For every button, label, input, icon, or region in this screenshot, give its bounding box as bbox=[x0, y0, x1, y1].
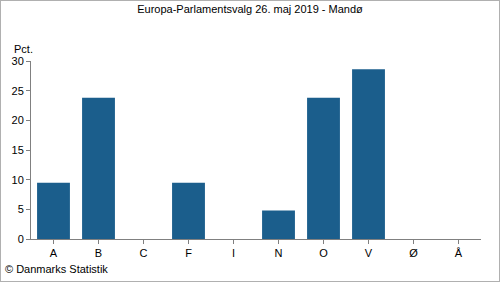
svg-text:0: 0 bbox=[18, 233, 24, 245]
svg-text:A: A bbox=[50, 247, 58, 259]
svg-text:Ø: Ø bbox=[409, 247, 418, 259]
svg-text:F: F bbox=[185, 247, 192, 259]
svg-text:30: 30 bbox=[12, 55, 24, 67]
svg-text:10: 10 bbox=[12, 174, 24, 186]
svg-text:N: N bbox=[275, 247, 283, 259]
svg-text:15: 15 bbox=[12, 144, 24, 156]
svg-text:C: C bbox=[140, 247, 148, 259]
svg-text:O: O bbox=[319, 247, 328, 259]
svg-text:V: V bbox=[365, 247, 373, 259]
svg-text:Å: Å bbox=[455, 247, 463, 259]
svg-text:25: 25 bbox=[12, 85, 24, 97]
svg-text:© Danmarks Statistik: © Danmarks Statistik bbox=[5, 263, 108, 275]
svg-text:20: 20 bbox=[12, 114, 24, 126]
svg-text:Europa-Parlamentsvalg 26. maj: Europa-Parlamentsvalg 26. maj 2019 - Man… bbox=[137, 3, 363, 15]
svg-text:Pct.: Pct. bbox=[14, 43, 33, 55]
svg-text:B: B bbox=[95, 247, 102, 259]
svg-text:I: I bbox=[232, 247, 235, 259]
svg-text:5: 5 bbox=[18, 203, 24, 215]
